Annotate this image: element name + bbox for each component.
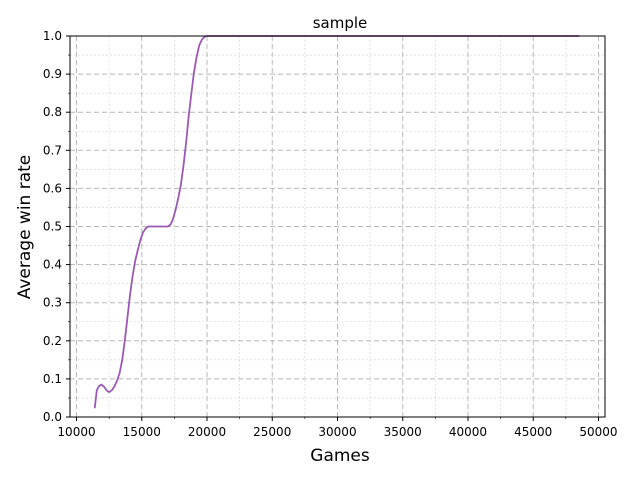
x-tick-label: 25000 — [253, 425, 291, 439]
x-tick-label: 45000 — [514, 425, 552, 439]
x-tick-label: 30000 — [318, 425, 356, 439]
y-tick-label: 0.2 — [43, 334, 62, 348]
x-tick-label: 20000 — [188, 425, 226, 439]
y-tick-label: 0.7 — [43, 143, 62, 157]
x-tick-label: 50000 — [579, 425, 617, 439]
x-tick-label: 40000 — [449, 425, 487, 439]
x-tick-label: 35000 — [384, 425, 422, 439]
y-tick-label: 0.9 — [43, 67, 62, 81]
series-line — [93, 35, 580, 409]
y-tick-label: 0.8 — [43, 105, 62, 119]
y-tick-label: 0.3 — [43, 296, 62, 310]
chart-title: sample — [313, 14, 368, 32]
y-tick-label: 0.5 — [43, 220, 62, 234]
y-tick-label: 1.0 — [43, 29, 62, 43]
series-layer — [93, 35, 580, 409]
axis-ticks: 10000 15000 20000 25000 30000 35000 40000 45000… — [43, 29, 618, 439]
y-tick-label: 0.4 — [43, 258, 62, 272]
y-tick-label: 0.0 — [43, 410, 62, 424]
y-tick-label: 0.6 — [43, 181, 62, 195]
x-axis-label: Games — [310, 446, 370, 466]
y-tick-label: 0.1 — [43, 372, 62, 386]
x-tick-label: 15000 — [123, 425, 161, 439]
y-axis-label: Average win rate — [15, 155, 35, 300]
x-tick-label: 10000 — [57, 425, 95, 439]
